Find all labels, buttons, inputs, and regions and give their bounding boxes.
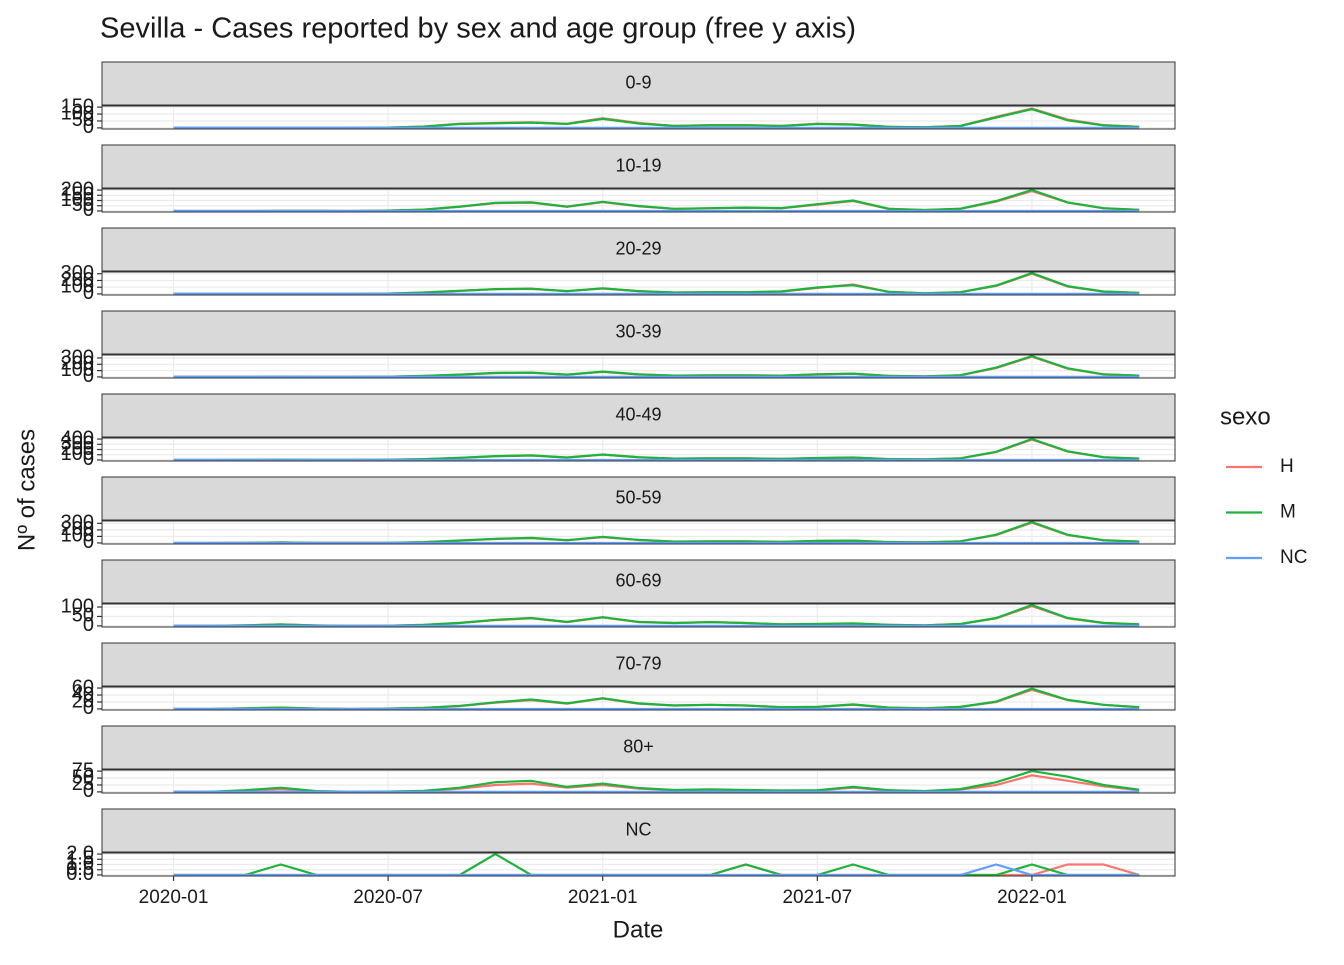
chart-title: Sevilla - Cases reported by sex and age … — [100, 13, 856, 45]
y-tick-label: 50 — [72, 605, 94, 627]
panel — [102, 604, 1175, 627]
y-tick-label: 100 — [61, 359, 94, 381]
y-tick-label: 150 — [61, 184, 94, 206]
facet-strip — [101, 808, 1176, 853]
facet-strip — [101, 393, 1176, 438]
y-tick-label: 150 — [61, 95, 94, 117]
y-tick-label: 0 — [83, 531, 94, 553]
y-tick-label: 1.5 — [66, 848, 94, 870]
y-tick-label: 100 — [61, 595, 94, 617]
panel-border — [101, 271, 1176, 296]
facet-label: 0-9 — [625, 72, 651, 92]
y-tick-label: 0 — [83, 282, 94, 304]
facet-strip — [101, 559, 1176, 604]
facet-strip — [101, 642, 1176, 687]
y-tick-label: 50 — [72, 109, 94, 131]
y-tick-label: 300 — [61, 433, 94, 455]
y-tick-label: 100 — [61, 275, 94, 297]
y-tick-label: 50 — [72, 766, 94, 788]
y-tick-label: 1.0 — [66, 853, 94, 875]
y-tick-label: 200 — [61, 178, 94, 200]
y-tick-label: 200 — [61, 438, 94, 460]
y-tick-label: 100 — [61, 443, 94, 465]
y-tick-label: 0.0 — [66, 863, 94, 885]
y-tick-label: 300 — [61, 346, 94, 368]
panel — [102, 106, 1175, 129]
x-tick-label: 2022-01 — [997, 887, 1067, 908]
y-tick-label: 300 — [61, 512, 94, 534]
panel-border — [101, 603, 1176, 628]
facet-label: 70-79 — [615, 653, 661, 673]
facet-label: 10-19 — [615, 155, 661, 175]
panel-border — [101, 520, 1176, 545]
facet-label: 20-29 — [615, 238, 661, 258]
y-tick-label: 0 — [83, 199, 94, 221]
facet-label: 30-39 — [615, 321, 661, 341]
facet-strip — [101, 144, 1176, 189]
x-tick-label: 2021-01 — [568, 887, 638, 908]
y-tick-label: 100 — [61, 189, 94, 211]
facet-strip — [101, 476, 1176, 521]
y-tick-label: 0 — [83, 365, 94, 387]
panel — [102, 521, 1175, 544]
x-tick-label: 2021-07 — [782, 887, 852, 908]
y-tick-label: 200 — [61, 353, 94, 375]
legend-label: NC — [1280, 547, 1307, 568]
facet-label: 50-59 — [615, 487, 661, 507]
y-tick-label: 300 — [61, 262, 94, 284]
panel-border — [101, 769, 1176, 794]
y-tick-label: 40 — [72, 683, 94, 705]
x-tick-label: 2020-07 — [353, 887, 423, 908]
panel-border — [101, 437, 1176, 462]
y-tick-label: 100 — [61, 102, 94, 124]
panel-border — [101, 105, 1176, 130]
legend-title: sexo — [1220, 403, 1271, 430]
legend-label: M — [1280, 502, 1296, 523]
y-tick-label: 2.0 — [66, 842, 94, 864]
facet-strip — [101, 61, 1176, 106]
facet-label: 60-69 — [615, 570, 661, 590]
panel — [102, 770, 1175, 793]
panel-border — [101, 686, 1176, 711]
y-tick-label: 0 — [83, 448, 94, 470]
panel-border — [101, 354, 1176, 379]
y-tick-label: 200 — [61, 518, 94, 540]
y-tick-label: 0 — [83, 780, 94, 802]
x-axis-label: Date — [613, 916, 664, 943]
y-tick-label: 200 — [61, 269, 94, 291]
facet-strip — [101, 310, 1176, 355]
y-axis-label: Nº of cases — [13, 429, 40, 551]
y-tick-label: 0 — [83, 116, 94, 138]
panel — [102, 272, 1175, 295]
y-tick-label: 0 — [83, 697, 94, 719]
y-tick-label: 0 — [83, 614, 94, 636]
y-tick-label: 0.5 — [66, 858, 94, 880]
x-tick-label: 2020-01 — [139, 887, 209, 908]
y-tick-label: 400 — [61, 427, 94, 449]
y-tick-label: 100 — [61, 525, 94, 547]
y-tick-label: 50 — [72, 194, 94, 216]
facet-label: 40-49 — [615, 404, 661, 424]
y-tick-label: 20 — [72, 690, 94, 712]
y-tick-label: 75 — [72, 759, 94, 781]
panel-border — [101, 852, 1176, 877]
panel — [102, 687, 1175, 710]
y-tick-label: 25 — [72, 773, 94, 795]
legend-label: H — [1280, 456, 1294, 477]
facet-label: 80+ — [623, 736, 654, 756]
facet-label: NC — [626, 819, 652, 839]
panel — [102, 355, 1175, 378]
y-tick-label: 60 — [72, 676, 94, 698]
series-line — [173, 863, 1140, 877]
facet-strip — [101, 227, 1176, 272]
facet-strip — [101, 725, 1176, 770]
panel-border — [101, 188, 1176, 213]
